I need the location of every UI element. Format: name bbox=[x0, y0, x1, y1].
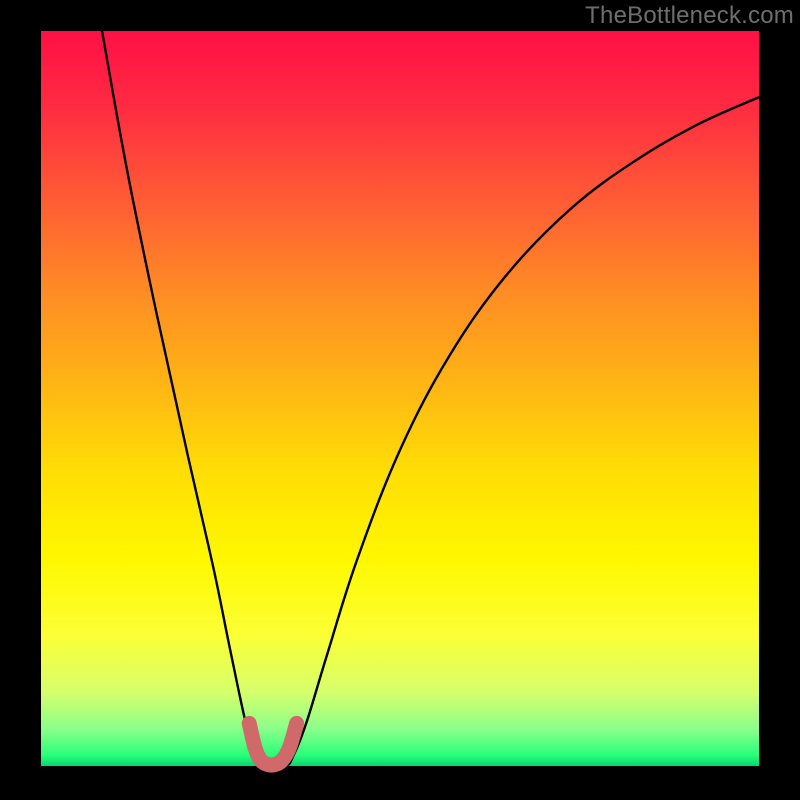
plot-background bbox=[41, 31, 759, 766]
chart-stage: TheBottleneck.com bbox=[0, 0, 800, 800]
bottleneck-curve-chart bbox=[0, 0, 800, 800]
watermark-text: TheBottleneck.com bbox=[585, 0, 800, 30]
